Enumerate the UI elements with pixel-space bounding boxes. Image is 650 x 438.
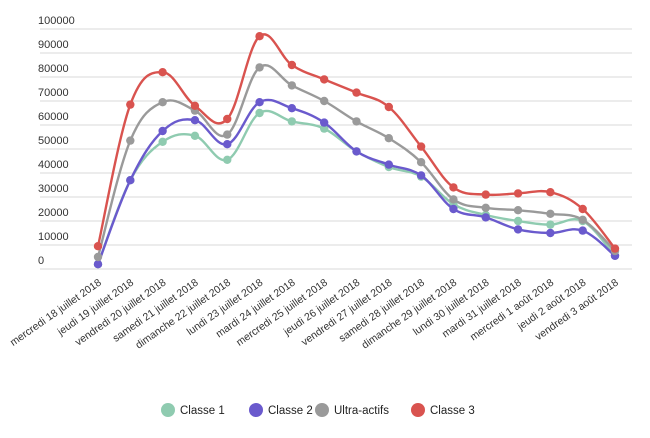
data-point-ultra-actifs xyxy=(126,136,135,145)
legend-label: Ultra-actifs xyxy=(334,405,389,417)
y-tick-label: 10000 xyxy=(38,231,69,243)
y-axis: 0 10000 20000 30000 40000 50000 60000 70000 8000… xyxy=(38,15,75,267)
data-point-classe-1 xyxy=(223,155,232,164)
series-classe-2 xyxy=(93,98,620,269)
y-tick-label: 80000 xyxy=(38,63,69,75)
legend: Classe 1 Classe 2 Ultra-actifs Classe 3 xyxy=(161,403,475,417)
legend-label: Classe 3 xyxy=(430,405,475,417)
y-tick-label: 50000 xyxy=(38,135,69,147)
data-point-classe-3 xyxy=(158,68,167,77)
data-point-classe-1 xyxy=(513,216,523,226)
data-point-ultra-actifs xyxy=(223,130,232,139)
y-tick-label: 40000 xyxy=(38,159,69,171)
data-point-ultra-actifs xyxy=(352,117,361,126)
data-point-classe-2 xyxy=(449,204,458,214)
legend-swatch xyxy=(161,403,175,417)
data-point-ultra-actifs xyxy=(255,63,264,72)
series-line-classe-3 xyxy=(96,33,616,250)
data-point-classe-3 xyxy=(352,88,361,97)
data-point-classe-1 xyxy=(546,220,555,229)
data-point-ultra-actifs xyxy=(449,195,458,204)
data-point-classe-2 xyxy=(384,160,394,169)
data-point-classe-1 xyxy=(319,124,329,133)
data-point-classe-2 xyxy=(578,226,587,235)
legend-swatch xyxy=(411,403,425,417)
y-tick-label: 60000 xyxy=(38,111,69,123)
data-point-classe-3 xyxy=(578,204,587,214)
data-point-classe-2 xyxy=(93,260,103,269)
data-point-classe-2 xyxy=(287,104,297,113)
data-point-ultra-actifs xyxy=(287,81,297,90)
series-classe-3 xyxy=(93,32,620,253)
data-point-classe-3 xyxy=(190,101,200,111)
data-point-classe-3 xyxy=(546,188,555,197)
data-point-classe-2 xyxy=(255,98,264,107)
data-point-classe-3 xyxy=(287,60,297,70)
data-point-ultra-actifs xyxy=(384,134,394,143)
data-point-classe-3 xyxy=(126,100,135,109)
y-tick-label: 70000 xyxy=(38,87,69,99)
data-point-classe-3 xyxy=(384,102,394,112)
data-point-classe-1 xyxy=(255,108,264,118)
data-point-classe-2 xyxy=(319,118,329,127)
series-classe-1 xyxy=(93,108,620,269)
data-point-ultra-actifs xyxy=(93,252,103,262)
data-point-classe-3 xyxy=(481,190,490,199)
series-group xyxy=(93,32,620,269)
legend-item-classe-1[interactable]: Classe 1 xyxy=(161,403,225,417)
data-point-classe-3 xyxy=(255,32,264,41)
data-point-ultra-actifs xyxy=(578,215,587,224)
data-point-classe-2 xyxy=(546,228,555,238)
series-line-ultra-actifs xyxy=(96,64,616,258)
data-point-classe-3 xyxy=(449,183,458,192)
data-point-ultra-actifs xyxy=(546,209,555,218)
data-point-ultra-actifs xyxy=(513,206,523,215)
legend-item-ultra-actifs[interactable]: Ultra-actifs xyxy=(315,403,389,417)
series-ultra-actifs xyxy=(93,63,620,262)
data-point-classe-2 xyxy=(223,140,232,149)
data-point-classe-3 xyxy=(93,242,103,251)
data-point-classe-1 xyxy=(158,137,167,146)
data-point-ultra-actifs xyxy=(158,98,167,107)
data-point-classe-2 xyxy=(416,171,426,180)
data-point-classe-2 xyxy=(126,176,135,185)
data-point-classe-2 xyxy=(190,116,200,125)
data-point-classe-2 xyxy=(352,147,361,156)
legend-item-classe-2[interactable]: Classe 2 xyxy=(249,403,313,417)
y-tick-label: 20000 xyxy=(38,207,69,219)
y-tick-label: 0 xyxy=(38,255,44,267)
data-point-classe-1 xyxy=(190,131,200,140)
data-point-ultra-actifs xyxy=(481,203,490,212)
data-point-classe-3 xyxy=(223,114,232,124)
data-point-classe-3 xyxy=(319,75,329,84)
data-point-ultra-actifs xyxy=(319,96,329,106)
y-tick-label: 100000 xyxy=(38,15,75,27)
series-line-classe-1 xyxy=(96,109,616,265)
legend-label: Classe 2 xyxy=(268,405,313,417)
data-point-classe-2 xyxy=(481,213,490,222)
data-point-ultra-actifs xyxy=(416,158,426,167)
data-point-classe-2 xyxy=(158,126,167,136)
data-point-classe-2 xyxy=(513,225,523,234)
legend-item-classe-3[interactable]: Classe 3 xyxy=(411,403,475,417)
legend-label: Classe 1 xyxy=(180,405,225,417)
y-tick-label: 30000 xyxy=(38,183,69,195)
y-tick-label: 90000 xyxy=(38,39,69,51)
data-point-classe-3 xyxy=(416,142,426,151)
legend-swatch xyxy=(315,403,329,417)
data-point-classe-1 xyxy=(287,117,297,126)
legend-swatch xyxy=(249,403,263,417)
data-point-classe-3 xyxy=(513,189,523,198)
data-point-classe-3 xyxy=(610,244,620,253)
